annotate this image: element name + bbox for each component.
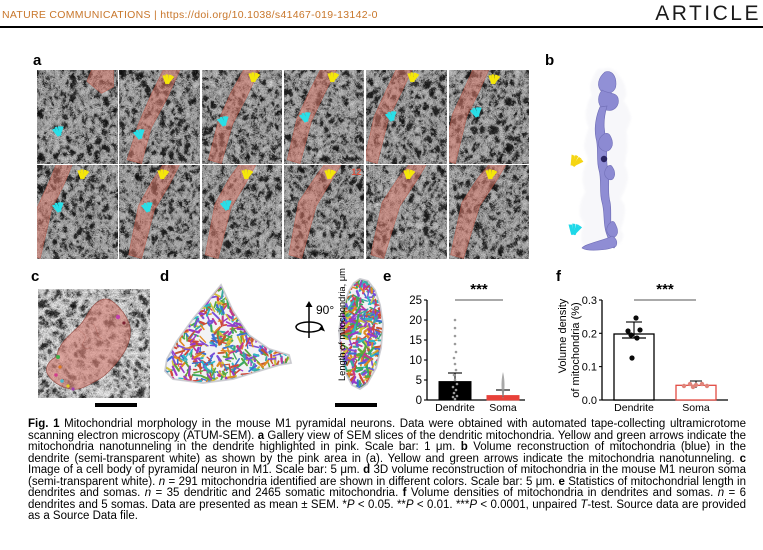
svg-text:***: ***	[656, 281, 674, 298]
svg-text:15: 15	[409, 335, 422, 347]
svg-text:Soma: Soma	[489, 402, 517, 414]
svg-text:20: 20	[409, 315, 422, 327]
svg-text:0.2: 0.2	[582, 328, 597, 340]
svg-text:0.0: 0.0	[582, 395, 597, 407]
svg-text:Dendrite: Dendrite	[614, 402, 654, 414]
svg-text:Soma: Soma	[682, 402, 710, 414]
svg-text:***: ***	[470, 281, 488, 298]
svg-text:0: 0	[416, 395, 422, 407]
svg-text:25: 25	[409, 295, 422, 307]
svg-text:of mitochondria (%): of mitochondria (%)	[570, 302, 582, 397]
svg-text:Volume density: Volume density	[557, 298, 569, 373]
svg-text:Dendrite: Dendrite	[435, 402, 475, 414]
svg-text:0.1: 0.1	[582, 362, 597, 374]
svg-text:0.3: 0.3	[582, 295, 597, 307]
svg-text:5: 5	[416, 375, 422, 387]
svg-text:10: 10	[409, 355, 422, 367]
